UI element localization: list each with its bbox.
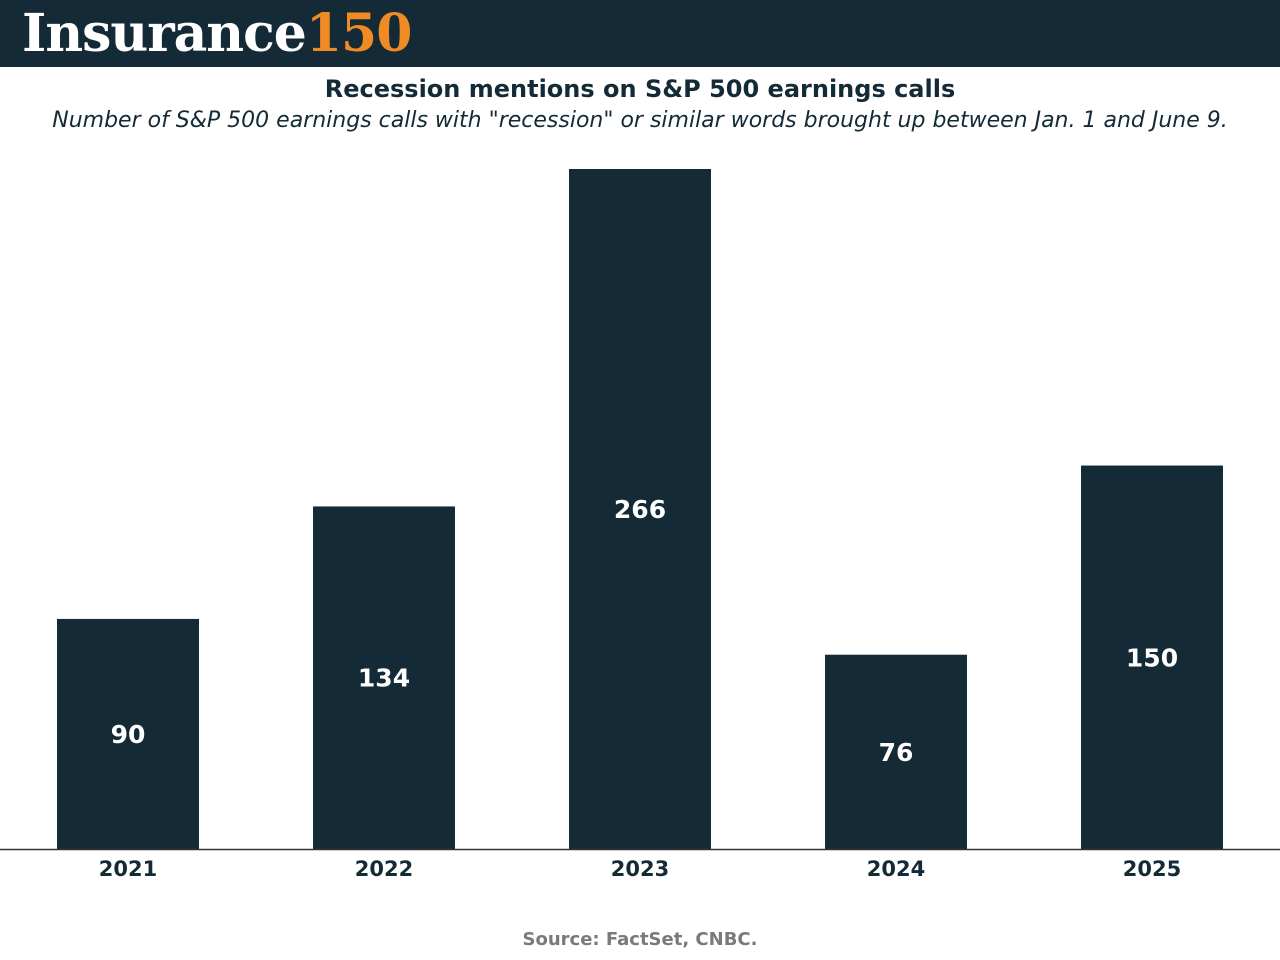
- bar-value-label: 76: [879, 738, 914, 767]
- bar-value-label: 90: [111, 720, 146, 749]
- x-tick-label: 2024: [867, 857, 925, 881]
- source-note: Source: FactSet, CNBC.: [522, 929, 758, 950]
- x-tick-label: 2025: [1123, 857, 1181, 881]
- logo-word: Insurance: [22, 3, 307, 64]
- x-tick-label: 2021: [99, 857, 157, 881]
- bar-value-label: 134: [358, 664, 410, 693]
- brand-header: Insurance150: [0, 0, 1280, 67]
- chart-title: Recession mentions on S&P 500 earnings c…: [324, 75, 956, 103]
- chart-subtitle: Number of S&P 500 earnings calls with "r…: [52, 108, 1228, 133]
- bar-value-label: 150: [1126, 643, 1178, 672]
- bar-2022: [313, 506, 455, 849]
- x-tick-label: 2022: [355, 857, 413, 881]
- bar-2024: [825, 654, 967, 849]
- insurance150-logo: Insurance150: [22, 2, 413, 66]
- bar-2025: [1081, 465, 1223, 849]
- bar-2021: [57, 618, 199, 849]
- bar-value-label: 266: [614, 495, 666, 524]
- logo-number: 150: [305, 3, 413, 64]
- x-tick-label: 2023: [611, 857, 669, 881]
- bar-2023: [569, 169, 711, 849]
